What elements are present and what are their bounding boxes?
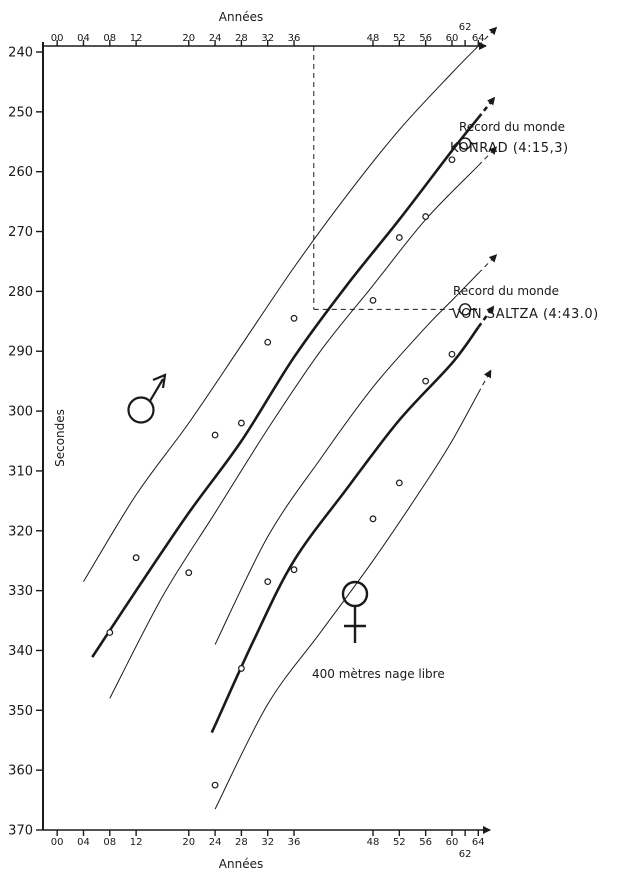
data-points: [106, 156, 456, 789]
y-tick-label: 260: [8, 165, 33, 180]
male-data-point: [264, 338, 272, 346]
x-top-tick-label: 32: [261, 33, 274, 44]
x-top-tick-label: 64: [472, 33, 485, 44]
female-symbol-icon: [341, 580, 369, 643]
male-data-point: [132, 554, 140, 562]
female-data-point: [422, 377, 430, 385]
male-data-point: [369, 296, 377, 304]
x-top-tick-label: 56: [419, 33, 432, 44]
male-trend-start: [91, 649, 98, 658]
y-axis-title: Secondes: [53, 409, 67, 467]
x-bottom-tick-label: 36: [288, 837, 301, 848]
male-data-point: [290, 314, 298, 322]
x-bottom-tick-label: 56: [419, 837, 432, 848]
male-upper-curve: [83, 45, 479, 582]
guide-lines: [313, 46, 460, 310]
female-data-point: [395, 479, 403, 487]
x-bottom-tick-label: 60: [446, 837, 459, 848]
event-label: 400 mètres nage libre: [312, 667, 445, 681]
x-top-tick-label: 36: [288, 33, 301, 44]
female-trend-start: [210, 724, 217, 734]
male-lower-curve-extrapolation: [477, 146, 498, 167]
x-bottom-tick-label: 52: [393, 837, 406, 848]
y-ticks: 240 250 260 270 280 290 300 310 320 330 340 350 360 3…: [8, 46, 43, 839]
male-data-point: [448, 156, 456, 164]
x-axis-title-bottom: Années: [219, 857, 263, 871]
y-tick-label: 330: [8, 584, 33, 599]
x-axis-title-top: Années: [219, 10, 263, 24]
male-data-point: [106, 629, 114, 636]
female-data-point: [211, 781, 219, 789]
female-lower-curve: [214, 392, 479, 810]
male-record-heading: Record du monde: [459, 120, 565, 134]
female-upper-curve: [214, 273, 479, 645]
x-bottom-tick-label: 48: [367, 837, 380, 848]
x-top-tick-label: 08: [103, 33, 116, 44]
y-tick-label: 320: [8, 524, 33, 539]
x-bottom-tick-label: 04: [77, 837, 90, 848]
x-bottom-tick-label: 00: [51, 837, 64, 848]
male-upper-curve-extrapolation: [477, 26, 498, 47]
record-markers: [458, 137, 478, 316]
male-trend-curve: [95, 116, 480, 652]
y-tick-label: 350: [8, 704, 33, 719]
y-tick-label: 250: [8, 105, 33, 120]
x-top-tick-label: 62: [459, 22, 472, 33]
x-top-tick-label: 20: [182, 33, 195, 44]
female-data-point: [264, 578, 272, 586]
y-tick-label: 270: [8, 225, 33, 240]
male-data-point: [211, 431, 219, 439]
x-top-tick-label: 12: [130, 33, 143, 44]
x-top-tick-label: 28: [235, 33, 248, 44]
envelope-curves: [83, 26, 498, 810]
y-tick-label: 340: [8, 644, 33, 659]
female-lower-curve-extrapolation: [477, 369, 492, 394]
male-lower-curve: [109, 165, 479, 699]
y-tick-label: 290: [8, 345, 33, 360]
male-trend-curve-extrapolation: [477, 96, 496, 119]
female-data-point: [237, 665, 245, 672]
female-record-name: VON SALTZA (4:43.0): [452, 307, 599, 322]
male-symbol-icon: [127, 373, 167, 424]
x-bottom-tick-label: 08: [103, 837, 116, 848]
female-data-point: [448, 350, 456, 358]
x-bottom-tick-label: 28: [235, 837, 248, 848]
x-top-tick-label: 04: [77, 33, 90, 44]
female-record-heading: Record du monde: [453, 284, 559, 298]
female-trend-curve: [213, 326, 480, 726]
y-tick-label: 240: [8, 46, 33, 61]
female-data-point: [369, 515, 377, 523]
y-tick-label: 360: [8, 764, 33, 779]
male-data-point: [237, 419, 245, 427]
x-bottom-tick-label: 12: [130, 837, 143, 848]
y-tick-label: 300: [8, 405, 33, 420]
x-bottom-tick-label: 62: [459, 849, 472, 860]
x-top-tick-label: 24: [209, 33, 222, 44]
male-data-point: [422, 213, 430, 220]
female-upper-curve-extrapolation: [477, 254, 498, 274]
male-data-point: [185, 569, 193, 577]
female-data-point: [290, 566, 298, 574]
male-record-name: KONRAD (4:15,3): [450, 141, 569, 156]
x-bottom-tick-label: 64: [472, 837, 485, 848]
y-tick-label: 280: [8, 285, 33, 300]
x-bottom-tick-label: 32: [261, 837, 274, 848]
y-tick-label: 370: [8, 824, 33, 839]
x-bottom-tick-label: 24: [209, 837, 222, 848]
x-top-tick-label: 00: [51, 33, 64, 44]
x-bottom-tick-label: 20: [182, 837, 195, 848]
male-data-point: [395, 234, 403, 241]
y-tick-label: 310: [8, 464, 33, 479]
female-trend-curve-extrapolation: [477, 305, 495, 329]
x-top-tick-label: 60: [446, 33, 459, 44]
x-top-tick-label: 52: [393, 33, 406, 44]
x-top-tick-label: 48: [367, 33, 380, 44]
